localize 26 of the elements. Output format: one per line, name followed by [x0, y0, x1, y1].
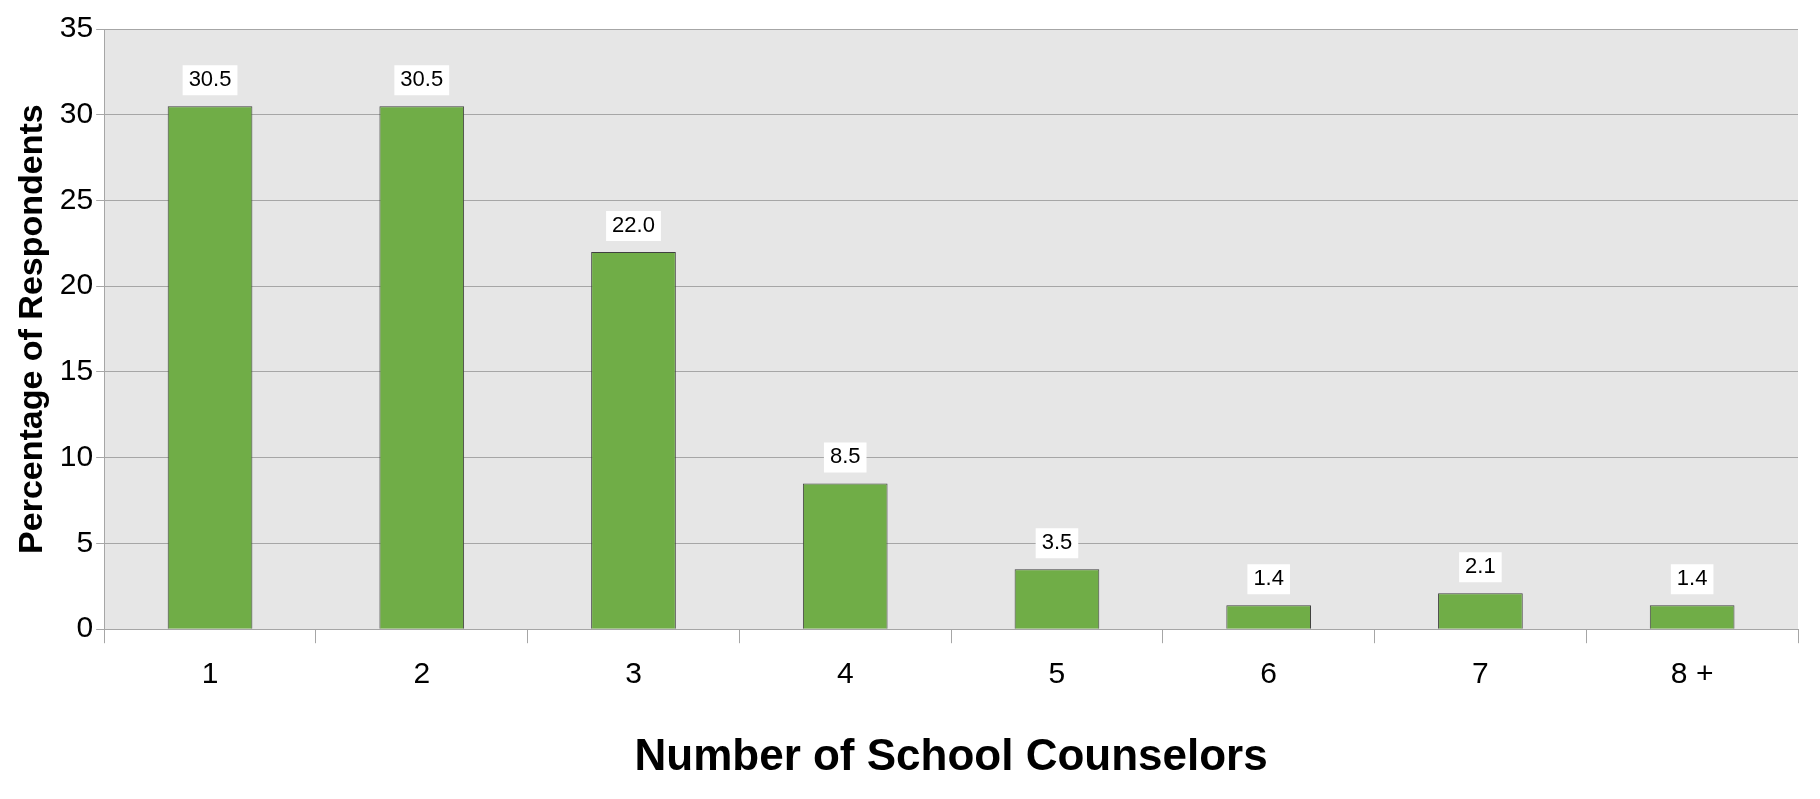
data-label: 3.5: [1041, 529, 1073, 555]
x-tick-label: 2: [413, 656, 431, 690]
x-tick-label: 4: [836, 656, 854, 690]
x-tick-label: 6: [1260, 656, 1278, 690]
x-tick-label: 7: [1472, 656, 1489, 690]
data-label: 8.5: [829, 443, 861, 469]
y-axis-title: Percentage of Respondents: [10, 104, 49, 554]
data-label: 22.0: [612, 211, 655, 237]
y-tick-label: 0: [76, 610, 94, 644]
y-tick-label: 30: [59, 96, 94, 130]
data-label: 30.5: [188, 66, 232, 92]
x-tick-label: 5: [1048, 656, 1066, 690]
x-axis-title: Number of School Counselors: [634, 729, 1268, 779]
y-tick-label: 15: [59, 353, 94, 387]
data-label: 2.1: [1465, 553, 1496, 579]
y-tick-label: 20: [59, 267, 94, 301]
x-tick-label: 8 +: [1670, 656, 1714, 690]
y-tick-label: 5: [76, 524, 94, 558]
y-tick-label: 35: [59, 10, 94, 44]
y-tick-label: 25: [59, 181, 94, 215]
data-label: 1.4: [1676, 565, 1708, 591]
data-label: 1.4: [1253, 565, 1284, 591]
x-tick-label: 1: [201, 656, 219, 690]
data-label: 30.5: [400, 66, 444, 92]
x-tick-label: 3: [625, 656, 642, 690]
y-tick-label: 10: [59, 438, 94, 472]
